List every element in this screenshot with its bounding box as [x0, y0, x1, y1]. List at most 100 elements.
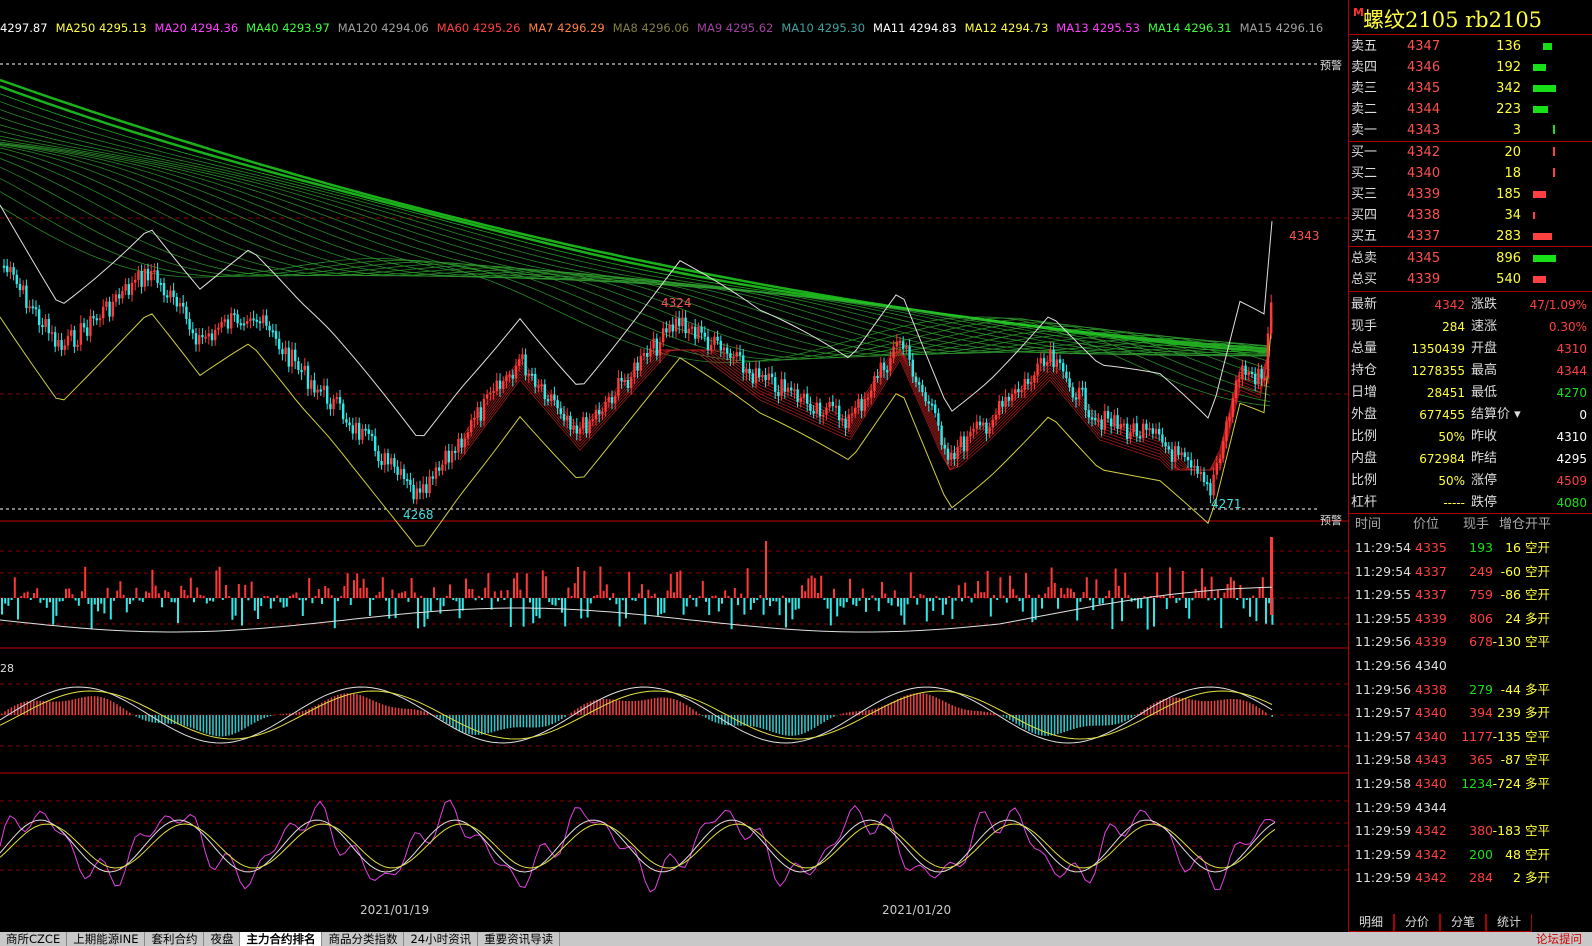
candle-body [482, 398, 486, 421]
volume-bar [1258, 587, 1261, 598]
candle-body [326, 385, 329, 404]
candle-body [550, 394, 553, 402]
forum-link[interactable]: 论坛提问 [1536, 932, 1582, 946]
macd-histogram-bar [1114, 715, 1117, 725]
candle-body [390, 458, 393, 465]
quote-label: 开盘 [1471, 341, 1498, 356]
candle-body [918, 382, 921, 385]
quote-label[interactable]: 结算价 ▾ [1471, 407, 1521, 422]
volume-bar [938, 598, 941, 601]
volume-bar [554, 598, 557, 606]
candle-body [396, 466, 399, 475]
candle-body [1218, 458, 1222, 464]
volume-bar [500, 590, 503, 598]
macd-histogram-bar [209, 715, 211, 735]
candle-body [1042, 358, 1046, 366]
tick-row[interactable]: 11:29:55 4337 759 -86 空开 [1349, 583, 1592, 607]
panel-tab[interactable]: 明细 [1348, 914, 1394, 932]
quote-row: 最新 4342 涨跌 47/1.09% [1349, 294, 1592, 316]
macd-histogram-bar [954, 706, 957, 715]
macd-histogram-bar [522, 715, 525, 728]
tick-row[interactable]: 11:29:57 4340 394 239 多开 [1349, 701, 1592, 725]
macd-histogram-bar [762, 715, 765, 729]
candle-body [73, 330, 76, 347]
bottom-tab[interactable]: 夜盘 [204, 932, 241, 946]
bottom-tab-bar: 商所CZCE 上期能源INE 套利合约 夜盘 主力合约排名 商品分类指数 24小时资讯 重要资… [0, 932, 1592, 946]
candle-body [601, 411, 604, 415]
panel-tab[interactable]: 统计 [1486, 914, 1532, 932]
bottom-tab[interactable]: 商所CZCE [0, 932, 68, 946]
candle-body [953, 452, 956, 460]
macd-histogram-bar [253, 715, 256, 723]
macd-histogram-bar [845, 712, 848, 715]
volume-bar [132, 598, 135, 601]
candle-body [332, 398, 335, 410]
candle-body [386, 453, 390, 465]
tick-row[interactable]: 11:29:54 4337 249 -60 空开 [1349, 560, 1592, 584]
bottom-tab[interactable]: 套利合约 [145, 932, 205, 946]
tick-row[interactable]: 11:29:56 4339 678 -130 空平 [1349, 630, 1592, 654]
kline-chart-area[interactable]: 4297.87 MA250 4295.13 MA20 4294.36 MA40 429… [0, 0, 1348, 917]
tick-row[interactable]: 11:29:58 4340 1234 -724 多平 [1349, 772, 1592, 796]
candle-body [1030, 382, 1033, 385]
macd-histogram-bar [311, 707, 313, 715]
volume-bar [205, 598, 208, 604]
tick-row[interactable]: 11:29:57 4340 1177 -135 空平 [1349, 725, 1592, 749]
candle-body [722, 347, 726, 351]
candle-body [127, 284, 130, 295]
volume-bar [570, 596, 573, 598]
tick-row[interactable]: 11:29:54 4335 193 16 空开 [1349, 536, 1592, 560]
macd-histogram-bar [906, 694, 909, 715]
tick-type: 空开 [1525, 563, 1551, 579]
volume-bar [785, 598, 787, 628]
macd-histogram-bar [759, 715, 761, 728]
tick-type: 多平 [1525, 776, 1551, 791]
volume-bar [337, 598, 339, 602]
order-book-row: 买四 4338 34 [1349, 205, 1592, 226]
volume-bar [535, 598, 538, 617]
volume-bar [753, 598, 755, 603]
tick-row[interactable]: 11:29:59 4342 284 2 多开 [1349, 866, 1592, 890]
candle-body [191, 329, 194, 334]
candle-body [892, 346, 895, 358]
volume-bar [676, 572, 679, 598]
bottom-tab[interactable]: 重要资讯导读 [478, 932, 561, 946]
bottom-tab[interactable]: 商品分类指数 [322, 932, 405, 946]
candle-body [914, 376, 918, 383]
tick-row[interactable]: 11:29:56 4340 [1349, 654, 1592, 678]
tick-row[interactable]: 11:29:59 4342 380 -183 空平 [1349, 819, 1592, 843]
volume-bar [301, 598, 304, 616]
tick-type: 多平 [1525, 681, 1551, 697]
macd-histogram-bar [449, 715, 451, 726]
kline-chart[interactable] [0, 0, 1348, 916]
tick-row[interactable]: 11:29:59 4344 [1349, 796, 1592, 820]
tick-row[interactable]: 11:29:58 4343 365 -87 空平 [1349, 748, 1592, 772]
volume-bar [772, 598, 775, 602]
volume-bar [1089, 598, 1091, 601]
candle-body [879, 362, 882, 378]
tick-type: 空平 [1525, 634, 1551, 650]
candle-body [76, 344, 79, 347]
candle-body [783, 379, 786, 392]
volume-bar [273, 598, 275, 602]
volume-bar [1194, 588, 1197, 598]
macd-histogram-bar [756, 715, 758, 728]
panel-tab[interactable]: 分笔 [1440, 914, 1486, 932]
macd-histogram-bar [772, 715, 774, 733]
macd-histogram-bar [509, 715, 512, 728]
bottom-tab[interactable]: 上期能源INE [67, 932, 146, 946]
macd-histogram-bar [1098, 715, 1101, 726]
tick-volume: 200 [1469, 846, 1493, 862]
bottom-tab[interactable]: 主力合约排名 [240, 932, 323, 946]
candle-body [582, 417, 585, 429]
candle-body [1084, 387, 1087, 411]
bottom-tab[interactable]: 24小时资讯 [404, 932, 479, 946]
panel-tab[interactable]: 分价 [1394, 914, 1440, 932]
volume-bar [781, 595, 784, 598]
candle-body [706, 336, 710, 350]
tick-row[interactable]: 11:29:55 4339 806 24 多开 [1349, 607, 1592, 631]
tick-row[interactable]: 11:29:56 4338 279 -44 多平 [1349, 678, 1592, 702]
tick-row[interactable]: 11:29:59 4342 200 48 空开 [1349, 843, 1592, 867]
candle-body [895, 341, 898, 347]
macd-histogram-bar [612, 699, 614, 715]
